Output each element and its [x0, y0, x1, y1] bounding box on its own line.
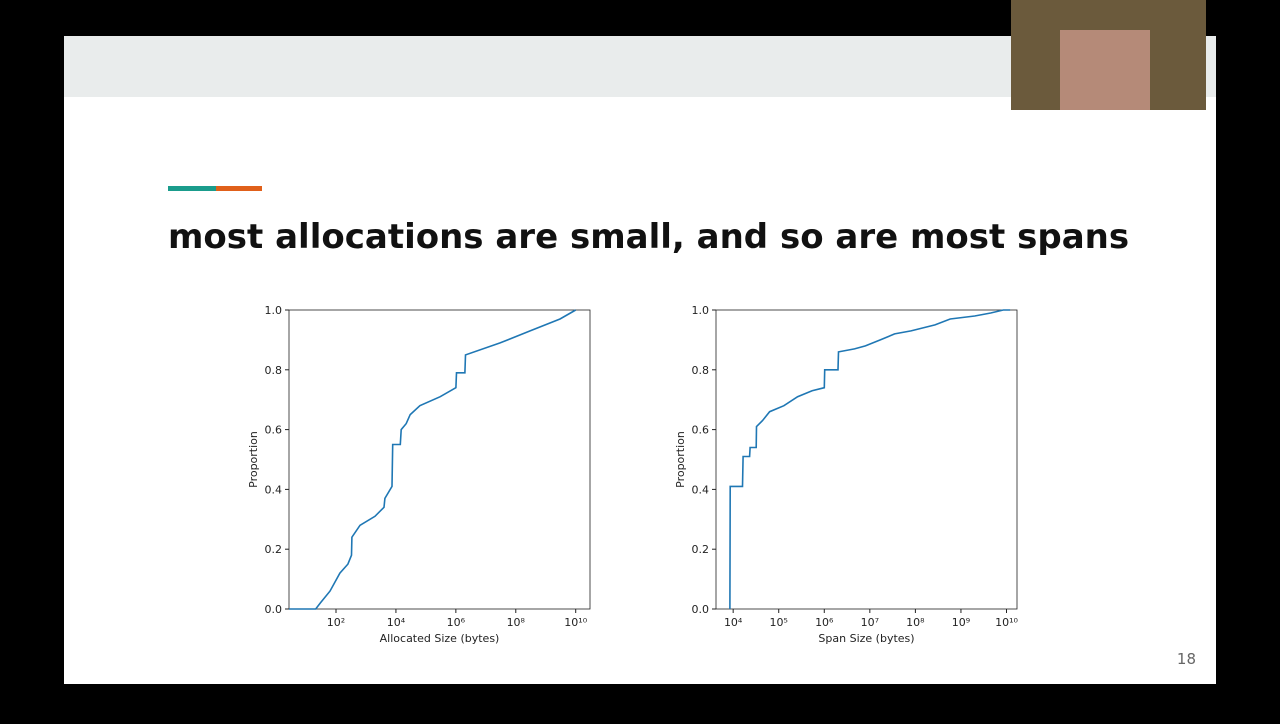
- ecdf-line: [289, 309, 577, 610]
- x-tick-label: 10⁹: [952, 616, 970, 629]
- x-tick-label: 10²: [327, 616, 345, 629]
- x-tick-label: 10⁴: [387, 616, 406, 629]
- accent-teal: [168, 186, 216, 191]
- y-axis-label: Proportion: [674, 431, 687, 488]
- x-tick-label: 10⁴: [724, 616, 743, 629]
- plot-frame: [288, 309, 591, 610]
- x-axis-label: Span Size (bytes): [818, 632, 914, 645]
- x-tick-label: 10¹⁰: [564, 616, 587, 629]
- x-tick-label: 10⁸: [507, 616, 526, 629]
- x-tick-label: 10¹⁰: [995, 616, 1018, 629]
- x-tick-label: 10⁶: [815, 616, 834, 629]
- y-tick-label: 0.8: [265, 364, 283, 377]
- y-tick-label: 0.8: [692, 364, 710, 377]
- webcam-person: [1060, 30, 1150, 110]
- x-axis-label: Allocated Size (bytes): [380, 632, 500, 645]
- slide: [64, 36, 1216, 684]
- x-tick-label: 10⁵: [770, 616, 788, 629]
- x-tick-label: 10⁸: [906, 616, 925, 629]
- x-tick-label: 10⁶: [447, 616, 466, 629]
- y-tick-label: 1.0: [692, 304, 710, 317]
- page-number: 18: [1177, 650, 1196, 668]
- y-tick-label: 0.0: [265, 603, 283, 616]
- y-tick-label: 1.0: [265, 304, 283, 317]
- plot-frame: [715, 309, 1018, 610]
- y-axis-label: Proportion: [247, 431, 260, 488]
- ecdf-line: [729, 309, 1011, 610]
- x-tick-label: 10⁷: [861, 616, 879, 629]
- y-tick-label: 0.6: [692, 424, 710, 437]
- slide-title: most allocations are small, and so are m…: [168, 217, 1129, 257]
- y-tick-label: 0.2: [692, 543, 710, 556]
- y-tick-label: 0.4: [692, 483, 710, 496]
- y-tick-label: 0.0: [692, 603, 710, 616]
- y-tick-label: 0.4: [265, 483, 283, 496]
- y-tick-label: 0.6: [265, 424, 283, 437]
- y-tick-label: 0.2: [265, 543, 283, 556]
- accent-orange: [216, 186, 262, 191]
